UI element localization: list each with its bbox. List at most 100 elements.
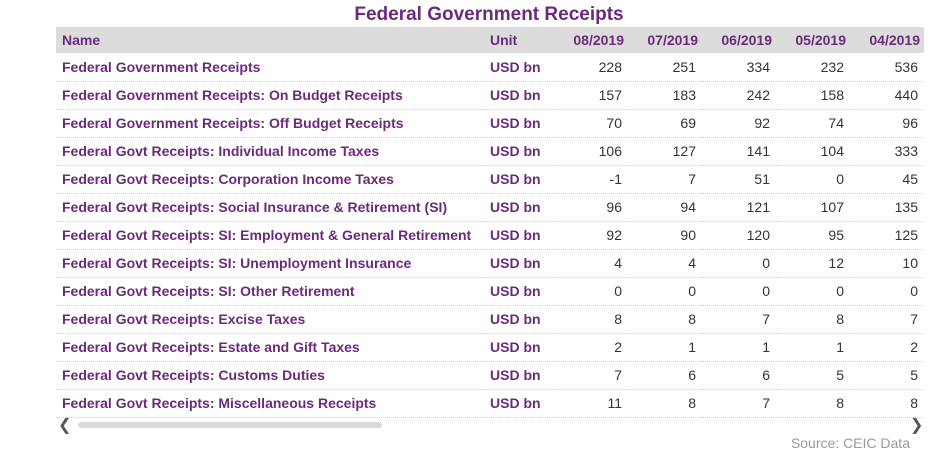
- chevron-right-icon[interactable]: ❯: [910, 417, 924, 434]
- row-value-cell: 8: [776, 389, 850, 418]
- row-value-cell: 0: [554, 277, 628, 306]
- row-value-cell: 158: [776, 81, 850, 110]
- row-value-cell: 51: [702, 165, 776, 194]
- row-value-cell: 10: [850, 249, 924, 278]
- row-value-cell: 183: [628, 81, 702, 110]
- table-row[interactable]: Federal Government Receipts: On Budget R…: [56, 81, 924, 110]
- row-name-link[interactable]: Federal Govt Receipts: SI: Other Retirem…: [56, 277, 484, 306]
- row-value-cell: 96: [850, 109, 924, 138]
- table-row[interactable]: Federal Govt Receipts: Excise Taxes USD b…: [56, 305, 924, 334]
- row-name-link[interactable]: Federal Govt Receipts: Social Insurance …: [56, 193, 484, 222]
- table-row[interactable]: Federal Govt Receipts: Individual Income…: [56, 137, 924, 166]
- table-row[interactable]: Federal Govt Receipts: SI: Other Retirem…: [56, 277, 924, 306]
- column-header-unit[interactable]: Unit: [490, 32, 518, 48]
- table-row[interactable]: Federal Govt Receipts: Social Insurance …: [56, 193, 924, 222]
- row-value-cell: 96: [554, 193, 628, 222]
- row-name-link[interactable]: Federal Govt Receipts: Miscellaneous Rec…: [56, 389, 484, 418]
- table-body: Federal Government Receipts USD bn 228 251 3…: [56, 53, 924, 418]
- row-unit: USD bn: [484, 165, 554, 194]
- row-value-cell: 0: [702, 277, 776, 306]
- row-value-cell: 0: [702, 249, 776, 278]
- table-row[interactable]: Federal Govt Receipts: Miscellaneous Rec…: [56, 389, 924, 418]
- row-value-cell: 1: [776, 333, 850, 362]
- row-value-cell: 106: [554, 137, 628, 166]
- row-value-cell: 7: [702, 305, 776, 334]
- column-header-period[interactable]: 07/2019: [647, 32, 698, 48]
- row-value-cell: 242: [702, 81, 776, 110]
- row-value-cell: 7: [702, 389, 776, 418]
- row-value-cell: 70: [554, 109, 628, 138]
- table-row[interactable]: Federal Govt Receipts: SI: Unemployment …: [56, 249, 924, 278]
- column-header-period[interactable]: 04/2019: [869, 32, 920, 48]
- row-name-link[interactable]: Federal Govt Receipts: Estate and Gift T…: [56, 333, 484, 362]
- row-value-cell: 333: [850, 137, 924, 166]
- row-value-cell: 232: [776, 53, 850, 82]
- row-name-link[interactable]: Federal Government Receipts: [56, 53, 484, 82]
- row-value-cell: 4: [628, 249, 702, 278]
- table-row[interactable]: Federal Government Receipts USD bn 228 251 3…: [56, 53, 924, 82]
- row-value-cell: 74: [776, 109, 850, 138]
- row-value-cell: 228: [554, 53, 628, 82]
- row-value-cell: 127: [628, 137, 702, 166]
- row-value-cell: 2: [554, 333, 628, 362]
- row-name-link[interactable]: Federal Government Receipts: Off Budget …: [56, 109, 484, 138]
- horizontal-scrollbar[interactable]: [78, 422, 382, 428]
- row-value-cell: 6: [628, 361, 702, 390]
- row-name-link[interactable]: Federal Govt Receipts: Excise Taxes: [56, 305, 484, 334]
- row-unit: USD bn: [484, 305, 554, 334]
- row-value-cell: 45: [850, 165, 924, 194]
- column-header-name[interactable]: Name: [62, 32, 101, 48]
- chevron-left-icon[interactable]: ❮: [58, 417, 72, 434]
- row-name-link[interactable]: Federal Govt Receipts: Corporation Incom…: [56, 165, 484, 194]
- row-unit: USD bn: [484, 81, 554, 110]
- row-value-cell: 1: [702, 333, 776, 362]
- row-value-cell: 6: [702, 361, 776, 390]
- row-unit: USD bn: [484, 389, 554, 418]
- row-name-link[interactable]: Federal Government Receipts: On Budget R…: [56, 81, 484, 110]
- row-value-cell: 141: [702, 137, 776, 166]
- row-value-cell: 12: [776, 249, 850, 278]
- data-table: Name Unit 08/2019 07/2019 06/2019 05/201…: [56, 27, 924, 418]
- row-value-cell: 104: [776, 137, 850, 166]
- table-row[interactable]: Federal Govt Receipts: SI: Employment & …: [56, 221, 924, 250]
- row-value-cell: 334: [702, 53, 776, 82]
- row-unit: USD bn: [484, 109, 554, 138]
- row-value-cell: 7: [628, 165, 702, 194]
- source-note: Source: CEIC Data: [790, 435, 910, 451]
- row-name-link[interactable]: Federal Govt Receipts: Customs Duties: [56, 361, 484, 390]
- row-value-cell: 157: [554, 81, 628, 110]
- row-value-cell: 8: [554, 305, 628, 334]
- row-unit: USD bn: [484, 53, 554, 82]
- table-row[interactable]: Federal Govt Receipts: Estate and Gift T…: [56, 333, 924, 362]
- row-unit: USD bn: [484, 277, 554, 306]
- row-value-cell: 4: [554, 249, 628, 278]
- row-value-cell: -1: [554, 165, 628, 194]
- table-header-row: Name Unit 08/2019 07/2019 06/2019 05/201…: [56, 27, 924, 53]
- row-name-link[interactable]: Federal Govt Receipts: SI: Employment & …: [56, 221, 484, 250]
- row-value-cell: 92: [702, 109, 776, 138]
- row-value-cell: 7: [554, 361, 628, 390]
- row-value-cell: 94: [628, 193, 702, 222]
- row-value-cell: 0: [776, 165, 850, 194]
- row-value-cell: 8: [776, 305, 850, 334]
- row-value-cell: 1: [628, 333, 702, 362]
- table-row[interactable]: Federal Govt Receipts: Corporation Incom…: [56, 165, 924, 194]
- row-unit: USD bn: [484, 221, 554, 250]
- column-header-period[interactable]: 08/2019: [573, 32, 624, 48]
- table-row[interactable]: Federal Govt Receipts: Customs Duties USD…: [56, 361, 924, 390]
- row-value-cell: 11: [554, 389, 628, 418]
- row-name-link[interactable]: Federal Govt Receipts: Individual Income…: [56, 137, 484, 166]
- column-header-period[interactable]: 05/2019: [795, 32, 846, 48]
- row-name-link[interactable]: Federal Govt Receipts: SI: Unemployment …: [56, 249, 484, 278]
- row-value-cell: 5: [850, 361, 924, 390]
- row-value-cell: 8: [628, 389, 702, 418]
- table-row[interactable]: Federal Government Receipts: Off Budget …: [56, 109, 924, 138]
- column-header-period[interactable]: 06/2019: [721, 32, 772, 48]
- data-table-container: Name Unit 08/2019 07/2019 06/2019 05/201…: [56, 27, 924, 418]
- row-value-cell: 120: [702, 221, 776, 250]
- row-value-cell: 107: [776, 193, 850, 222]
- row-value-cell: 0: [850, 277, 924, 306]
- row-value-cell: 135: [850, 193, 924, 222]
- row-unit: USD bn: [484, 193, 554, 222]
- row-unit: USD bn: [484, 249, 554, 278]
